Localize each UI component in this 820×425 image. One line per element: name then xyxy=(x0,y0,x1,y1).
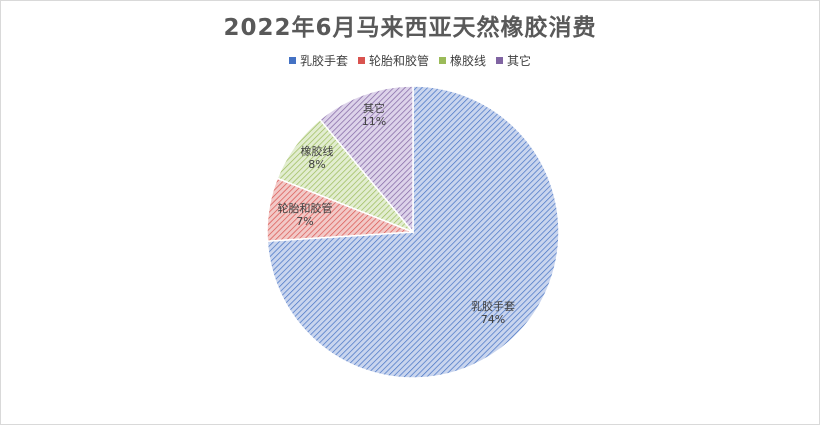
slice-category-label: 橡胶线 xyxy=(301,144,334,158)
slice-value-label: 11% xyxy=(362,115,386,128)
slice-value-label: 8% xyxy=(308,158,325,171)
slice-category-label: 其它 xyxy=(363,101,385,115)
legend-swatch xyxy=(439,57,446,64)
legend-label: 橡胶线 xyxy=(450,54,487,68)
slice-other[interactable] xyxy=(318,85,414,235)
legend-tires-hoses[interactable]: 轮胎和胶管 xyxy=(357,52,429,69)
slice-value-label: 74% xyxy=(481,313,505,326)
legend-other[interactable]: 其它 xyxy=(496,52,531,69)
legend-label: 轮胎和胶管 xyxy=(368,54,429,68)
slice-category-label: 乳胶手套 xyxy=(471,299,515,313)
legend-swatch xyxy=(357,57,365,64)
legend-swatch xyxy=(288,57,296,64)
legend-swatch xyxy=(496,57,504,64)
legend-label: 乳胶手套 xyxy=(299,54,348,68)
legend-rubber-thread[interactable]: 橡胶线 xyxy=(439,52,486,69)
legend: 乳胶手套 轮胎和胶管 橡胶线 其它 xyxy=(0,52,820,69)
chart-title: 2022年6月马来西亚天然橡胶消费 xyxy=(223,15,597,41)
legend-label: 其它 xyxy=(507,54,532,68)
slice-value-label: 7% xyxy=(296,215,313,228)
legend-latex-gloves[interactable]: 乳胶手套 xyxy=(288,52,348,69)
slice-category-label: 轮胎和胶管 xyxy=(278,201,333,215)
